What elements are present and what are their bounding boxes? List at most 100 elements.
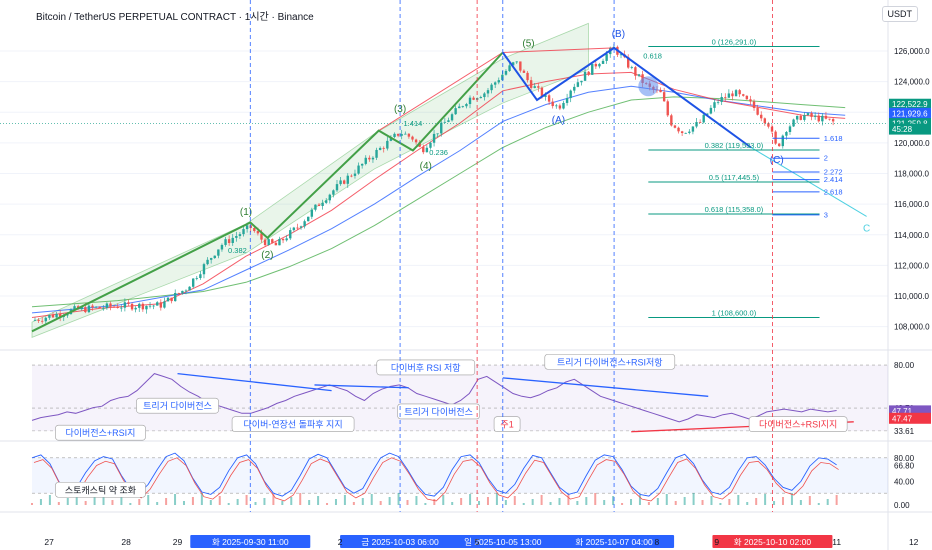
candle-body (813, 115, 817, 117)
candle-body (58, 313, 62, 317)
candle-body (209, 258, 213, 260)
volume-bar (165, 498, 168, 505)
candle-body (371, 157, 375, 160)
candle-body (407, 133, 411, 137)
volume-bar (379, 501, 382, 505)
ma-red-line (31, 71, 846, 318)
volume-bar (692, 493, 695, 505)
candle-body (174, 292, 177, 302)
rsi-annotation-box (493, 416, 521, 432)
fib-level-label: 0.382 (119,533.0) (705, 141, 764, 150)
candle-body (831, 119, 835, 122)
volume-bar (576, 501, 579, 505)
candle-body (673, 125, 677, 128)
volume-bar (75, 494, 78, 505)
candle-body (576, 82, 580, 87)
stoch-panel[interactable]: 스토캐스틱 약 조화 (31, 452, 888, 505)
fib-level-label: 0.5 (117,445.5) (709, 173, 760, 182)
volume-bar (147, 495, 150, 505)
grid-layer (0, 50, 888, 328)
volume-bar (549, 502, 552, 505)
candle-body (289, 230, 292, 239)
stoch-d-line (33, 457, 839, 502)
volume-bar (522, 503, 525, 505)
candle-body (425, 147, 429, 153)
candle-body (767, 123, 770, 127)
price-tag (889, 107, 931, 119)
candle-body (497, 80, 500, 83)
candle-body (217, 249, 220, 256)
wave-label: (1) (240, 207, 252, 218)
volume-bar (746, 502, 749, 505)
volume-bar (102, 493, 105, 505)
rsi-value-label: 47.71 (892, 407, 913, 416)
candle-body (824, 115, 828, 119)
candle-body (138, 303, 141, 308)
price-panel[interactable]: (1) (2) 0.382 (3) 1.414 0.236 (4) (5) (A) (B) 0.61… (0, 22, 888, 338)
candle-body (145, 305, 148, 310)
volume-bar (781, 497, 784, 505)
candle-body (605, 54, 608, 61)
stoch-tick-label: 80.00 (894, 454, 915, 463)
wave-label: (5) (522, 38, 534, 49)
candle-body (80, 307, 83, 310)
date-marker-label: 화 2025-09-30 11:00 (212, 537, 289, 547)
candle-body (170, 297, 173, 302)
volume-bar (39, 499, 42, 505)
volume-bar (737, 495, 740, 505)
candle-body (177, 292, 181, 294)
price-tag (889, 98, 931, 110)
candle-body (537, 86, 540, 88)
candle-body (483, 93, 486, 98)
candle-body (299, 226, 303, 228)
candle-body (73, 306, 76, 310)
candle-body (342, 180, 346, 184)
candle-body (116, 306, 119, 309)
candle-body (328, 194, 332, 201)
candle-body (235, 236, 238, 238)
ext-level-label: 2.414 (824, 175, 843, 184)
volume-bar (647, 502, 650, 505)
candle-body (515, 61, 518, 63)
candle-body (393, 133, 396, 138)
candle-body (688, 131, 691, 133)
price-tick-label: 108,000.0 (894, 323, 930, 332)
candle-body (199, 274, 202, 278)
volume-bar (469, 494, 472, 505)
wave-label: 0.618 (643, 52, 662, 61)
rsi-annotation: 주1 (500, 420, 513, 430)
candle-body (310, 209, 314, 217)
candle-body (634, 67, 637, 76)
candle-body (601, 60, 605, 64)
candle-body (803, 115, 806, 120)
price-tick-label: 110,000.0 (894, 292, 930, 301)
candle-body (810, 113, 813, 117)
volume-bar (48, 495, 51, 505)
candle-body (357, 165, 360, 174)
volume-bar (415, 496, 418, 505)
candle-body (580, 80, 583, 83)
candle-body (637, 74, 641, 76)
candle-body (540, 87, 544, 97)
currency-button[interactable]: USDT (881, 6, 918, 22)
candle-body (378, 147, 382, 150)
fib-level-label: 0 (126,291.0) (712, 38, 757, 47)
candle-body (292, 227, 296, 231)
candle-body (120, 307, 123, 309)
volume-bar (495, 493, 498, 505)
candle-body (249, 225, 252, 229)
candle-body (127, 302, 130, 304)
candle-body (659, 89, 662, 93)
rsi-annotation-box (544, 353, 676, 370)
candle-body (432, 133, 436, 143)
candle-body (332, 190, 335, 195)
candle-body (447, 120, 450, 122)
wave-label: (2) (261, 250, 273, 261)
candle-body (760, 114, 763, 119)
wave-label: 1.414 (404, 119, 423, 128)
candle-body (163, 301, 166, 308)
volume-bar (451, 502, 454, 505)
volume-bar (308, 500, 311, 505)
